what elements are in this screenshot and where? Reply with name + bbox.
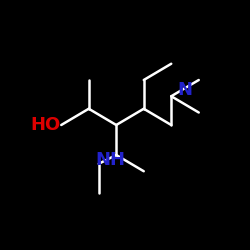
Text: N: N	[178, 81, 192, 99]
Text: HO: HO	[30, 116, 60, 134]
Text: NH: NH	[95, 151, 125, 169]
